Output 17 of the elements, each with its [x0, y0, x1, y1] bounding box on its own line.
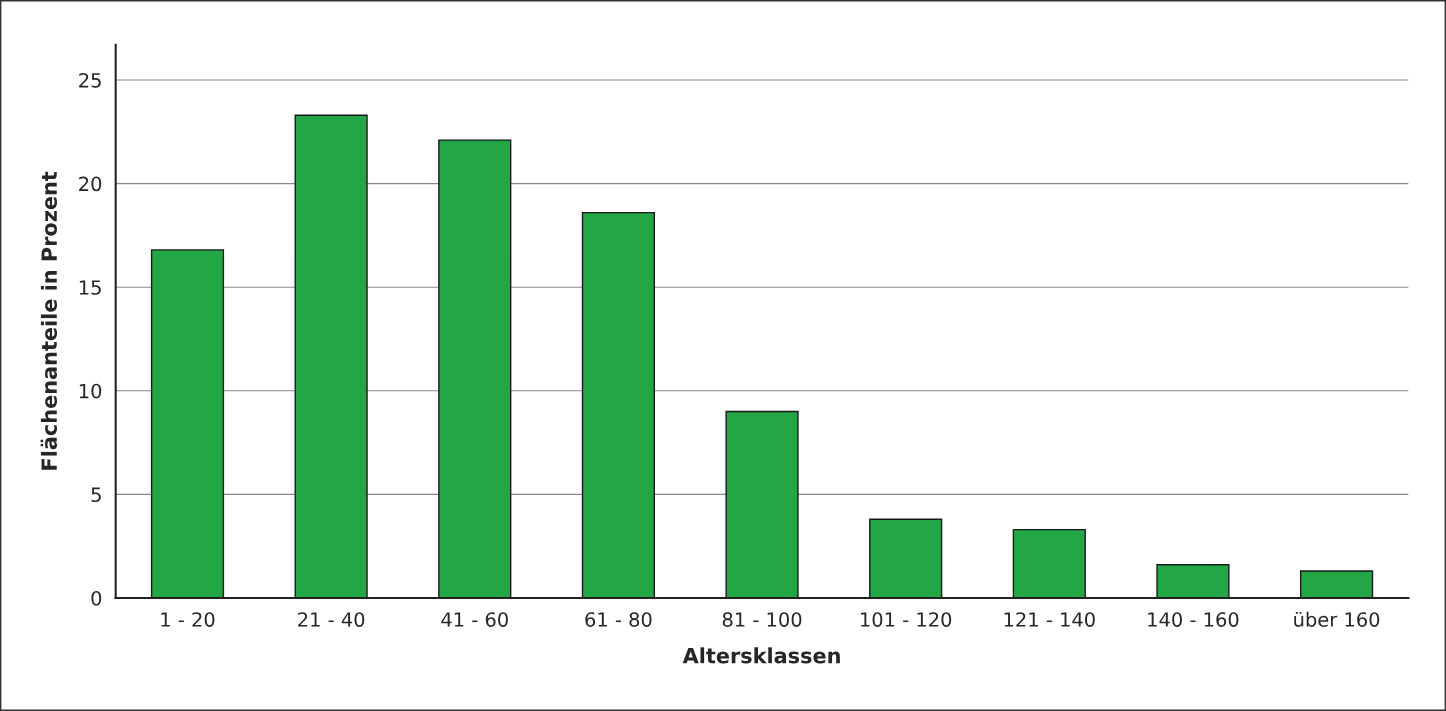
x-axis-title: Altersklassen: [682, 647, 840, 664]
y-tick-label: 10: [79, 383, 102, 399]
y-tick-label: 15: [79, 280, 101, 295]
y-tick-label: 0: [91, 590, 102, 606]
x-tick-label: 81 - 100: [722, 612, 802, 627]
x-tick-label: 21 - 40: [298, 612, 365, 627]
x-tick-label: 61 - 80: [585, 612, 652, 627]
x-tick-label: über 160: [1294, 611, 1380, 627]
x-tick-label: 121 - 140: [1004, 612, 1095, 627]
x-tick-label: 140 - 160: [1148, 612, 1239, 627]
y-tick-label: 20: [79, 176, 102, 192]
x-tick-label: 1 - 20: [161, 612, 215, 627]
x-tick-label: 101 - 120: [861, 612, 952, 627]
y-tick-label: 25: [79, 72, 101, 88]
y-tick-label: 5: [91, 487, 101, 503]
x-tick-label: 41 - 60: [441, 612, 508, 627]
y-axis-title: Flächenanteile in Prozent: [40, 171, 58, 470]
